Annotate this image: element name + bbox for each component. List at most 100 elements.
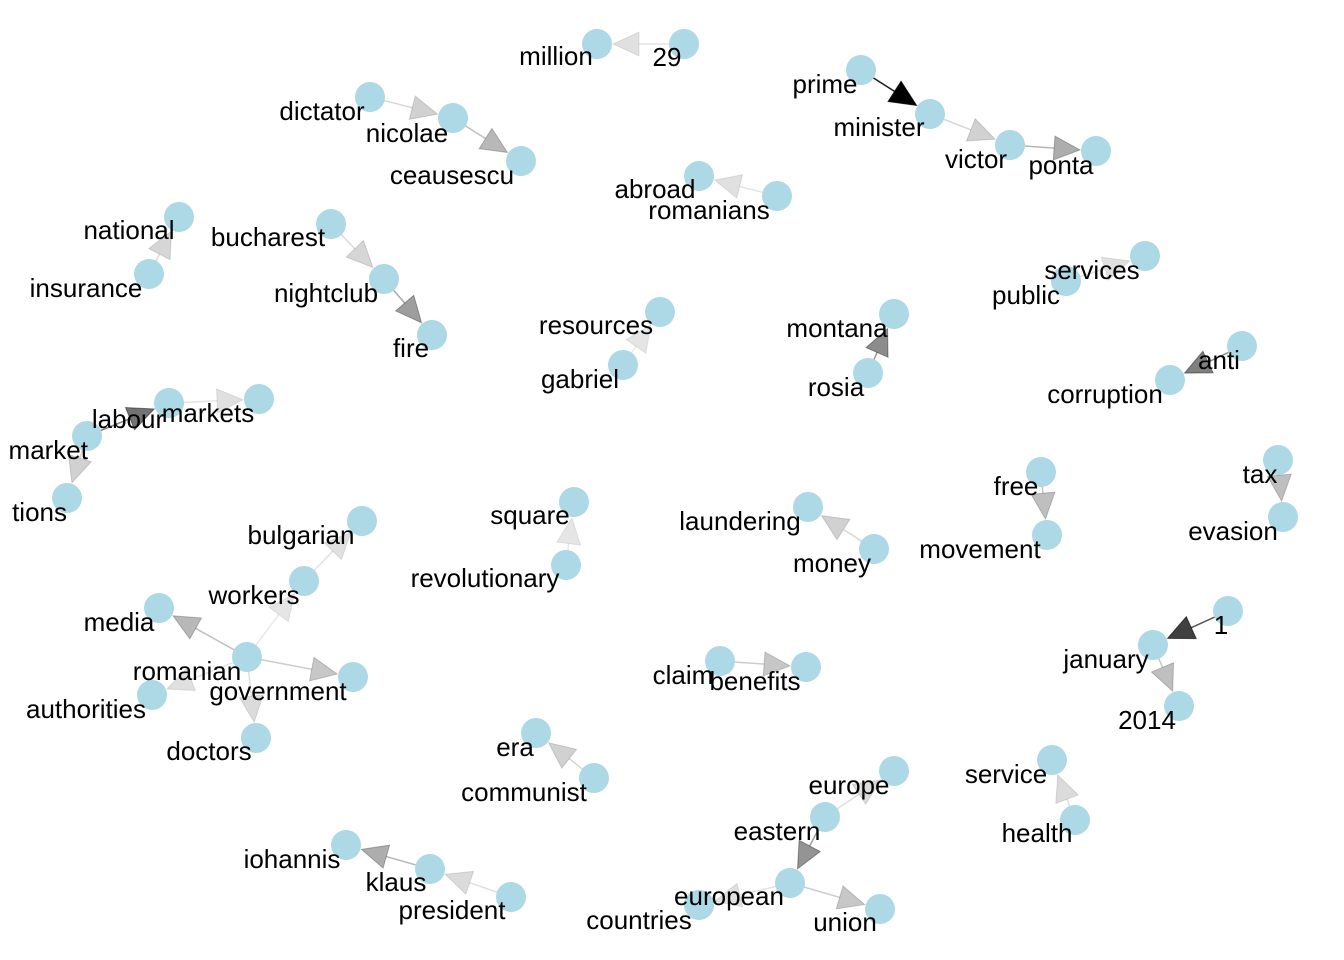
- arrowhead: [67, 453, 93, 484]
- node-label-romanians: romanians: [648, 195, 769, 225]
- node-rosia: [853, 358, 883, 388]
- node-fire: [417, 320, 447, 350]
- node-services: [1130, 241, 1160, 271]
- arrowhead: [478, 127, 509, 154]
- node-label-ceausescu: ceausescu: [390, 160, 514, 190]
- arrowhead: [835, 884, 866, 910]
- node-authorities: [137, 680, 167, 710]
- arrowhead: [713, 882, 744, 908]
- node-labour: [154, 388, 184, 418]
- node-label-movement: movement: [919, 534, 1041, 564]
- arrowhead: [611, 31, 640, 57]
- arrowhead: [1055, 773, 1080, 805]
- node-label-victor: victor: [945, 144, 1007, 174]
- node-label-union: union: [813, 907, 877, 937]
- arrowhead: [165, 667, 197, 692]
- node-corruption: [1155, 365, 1185, 395]
- node-markets: [244, 384, 274, 414]
- arrowhead: [887, 80, 918, 107]
- node-eastern: [810, 802, 840, 832]
- node-doctors: [241, 723, 271, 753]
- node-label-doctors: doctors: [166, 736, 251, 766]
- arrowhead: [124, 407, 156, 431]
- node-minister: [915, 99, 945, 129]
- node-label-service: service: [965, 759, 1047, 789]
- node-media: [144, 593, 174, 623]
- node-label-tions: tions: [12, 497, 67, 527]
- arrowhead: [443, 870, 475, 895]
- node-benefits: [791, 652, 821, 682]
- arrowhead: [1100, 256, 1131, 282]
- node-label-eastern: eastern: [734, 816, 821, 846]
- node-label-square: square: [490, 500, 570, 530]
- node-square: [559, 487, 589, 517]
- arrowhead: [820, 514, 851, 541]
- node-president: [496, 882, 526, 912]
- node-european: [775, 868, 805, 898]
- node-label-authorities: authorities: [26, 694, 146, 724]
- node-romanians: [762, 181, 792, 211]
- arrowhead: [215, 388, 245, 414]
- node-union: [865, 894, 895, 924]
- node-free: [1026, 457, 1056, 487]
- arrowhead: [1266, 473, 1293, 503]
- node-label-minister: minister: [833, 112, 924, 142]
- node-market: [72, 421, 102, 451]
- node-laundering: [793, 492, 823, 522]
- node-label-claim: claim: [653, 660, 714, 690]
- arrowhead: [547, 742, 578, 770]
- node-era: [521, 718, 551, 748]
- node-label-europe: europe: [809, 770, 890, 800]
- arrowhead: [1183, 350, 1214, 374]
- node-victor: [995, 130, 1025, 160]
- node-label-media: media: [84, 607, 155, 637]
- node-label-laundering: laundering: [679, 506, 800, 536]
- node-label-1: 1: [1214, 610, 1228, 640]
- arrowhead: [796, 839, 822, 870]
- node-label-insurance: insurance: [30, 273, 143, 303]
- node-label-public: public: [992, 280, 1060, 310]
- arrowhead: [1150, 661, 1175, 693]
- node-communist: [579, 763, 609, 793]
- node-label-romanian: romanian: [133, 656, 241, 686]
- node-label-million: million: [519, 41, 593, 71]
- node-1: [1213, 596, 1243, 626]
- arrowhead: [625, 324, 652, 355]
- node-label-bulgarian: bulgarian: [248, 520, 355, 550]
- arrowhead: [762, 651, 792, 677]
- nodes-layer: [52, 29, 1298, 924]
- node-label-bucharest: bucharest: [211, 222, 326, 252]
- node-2014: [1164, 691, 1194, 721]
- node-romanian: [232, 642, 262, 672]
- arrowhead: [360, 844, 391, 869]
- node-label-29: 29: [653, 42, 682, 72]
- node-label-president: president: [399, 895, 507, 925]
- node-label-fire: fire: [393, 333, 429, 363]
- node-national: [164, 202, 194, 232]
- node-bulgarian: [347, 506, 377, 536]
- node-workers: [289, 566, 319, 596]
- arrowhead: [1166, 615, 1197, 640]
- node-label-klaus: klaus: [366, 867, 427, 897]
- node-insurance: [134, 259, 164, 289]
- node-label-money: money: [793, 548, 871, 578]
- node-prime: [846, 55, 876, 85]
- node-ponta: [1081, 136, 1111, 166]
- node-bucharest: [316, 209, 346, 239]
- node-label-communist: communist: [461, 777, 587, 807]
- node-label-labour: labour: [92, 404, 165, 434]
- node-iohannis: [331, 830, 361, 860]
- node-label-health: health: [1002, 818, 1073, 848]
- node-claim: [705, 646, 735, 676]
- node-label-2014: 2014: [1118, 705, 1176, 735]
- arrowhead: [323, 531, 352, 561]
- arrowhead: [965, 117, 997, 142]
- node-label-services: services: [1044, 255, 1139, 285]
- node-nightclub: [369, 264, 399, 294]
- node-label-iohannis: iohannis: [244, 844, 341, 874]
- node-label-ponta: ponta: [1028, 150, 1094, 180]
- node-nicolae: [438, 103, 468, 133]
- node-dictator: [355, 82, 385, 112]
- arrowhead: [851, 779, 882, 806]
